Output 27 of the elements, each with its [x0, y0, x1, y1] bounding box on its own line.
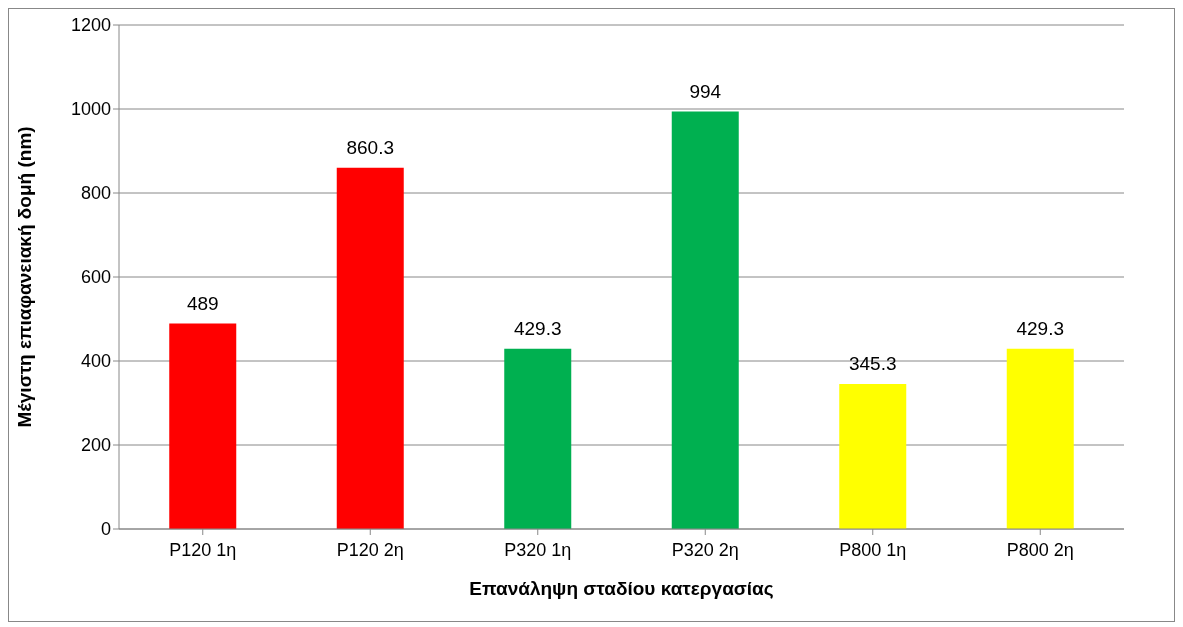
data-label: 429.3	[1016, 317, 1065, 339]
data-label: 994	[689, 80, 722, 102]
y-tick-label: 600	[80, 267, 111, 288]
x-tick-label: P800 2η	[1006, 539, 1074, 560]
bar	[504, 348, 572, 529]
y-tick-label: 1000	[70, 99, 111, 120]
x-tick-label: P320 2η	[671, 539, 739, 560]
x-tick-label: P120 2η	[336, 539, 404, 560]
bar	[1006, 348, 1074, 529]
x-axis-title: Επανάληψη σταδίου κατεργασίας	[469, 578, 774, 599]
x-tick-label: P800 1η	[839, 539, 907, 560]
y-axis-title: Μέγιστη επιαφανειακή δομή (nm)	[13, 126, 35, 428]
bar	[336, 167, 404, 529]
data-label: 345.3	[848, 352, 897, 374]
y-tick-label: 800	[80, 183, 111, 204]
x-tick-label: P120 1η	[169, 539, 237, 560]
y-tick-label: 1200	[70, 15, 111, 36]
y-tick-label: 200	[80, 435, 111, 456]
y-tick-label: 400	[80, 351, 111, 372]
bar	[169, 323, 237, 529]
data-label: 429.3	[513, 317, 562, 339]
data-label: 860.3	[346, 136, 395, 158]
bar	[671, 111, 739, 529]
data-label: 489	[186, 292, 219, 314]
x-tick-label: P320 1η	[504, 539, 572, 560]
y-tick-label: 0	[100, 519, 111, 540]
bar	[839, 383, 907, 529]
